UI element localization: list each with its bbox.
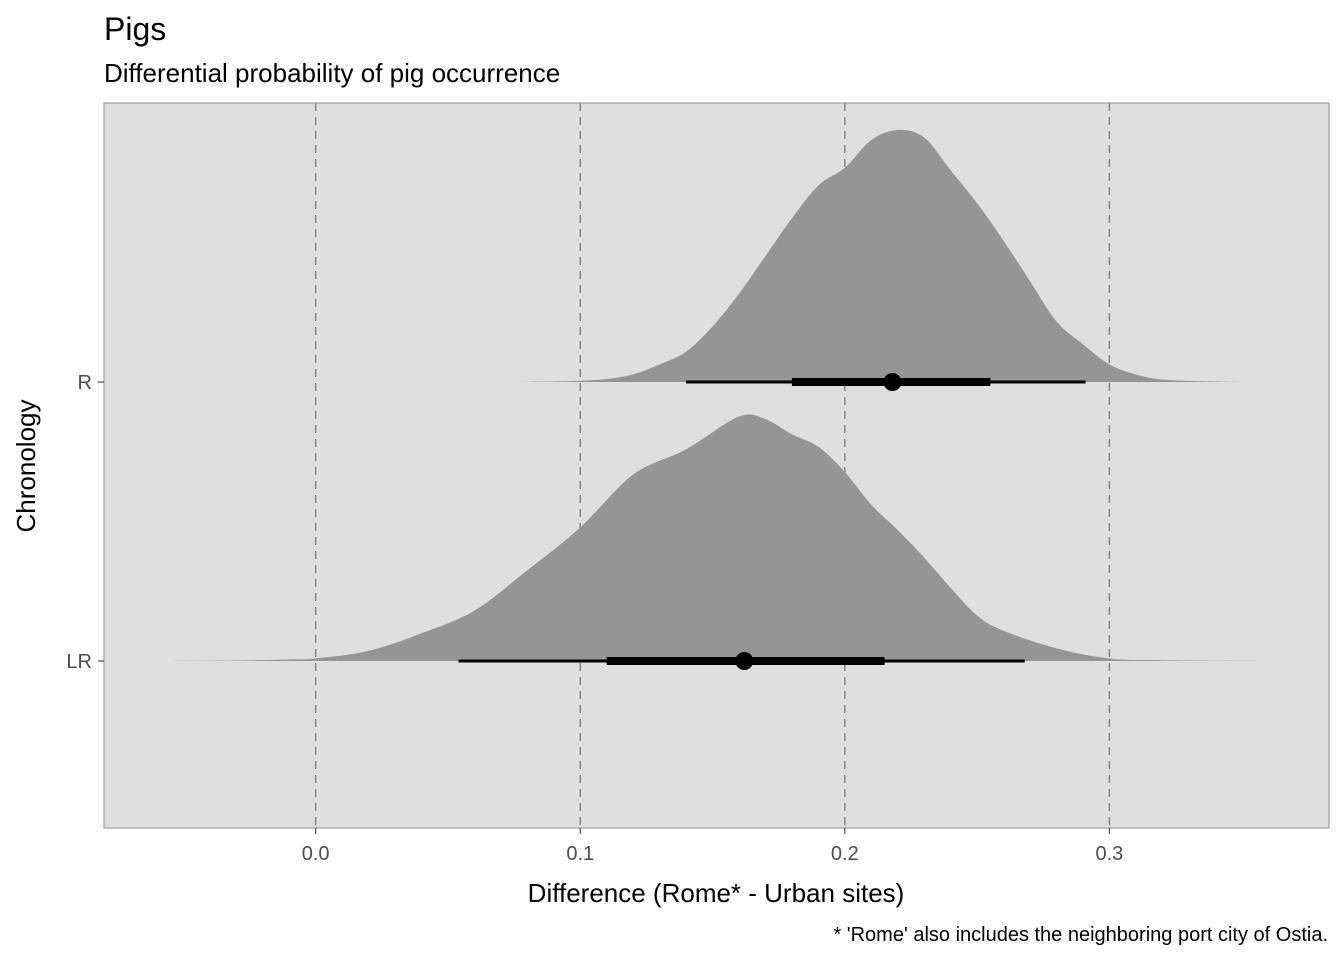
point-estimate-r — [883, 373, 902, 391]
y-axis-title: Chronology — [11, 400, 41, 533]
density-r — [514, 129, 1242, 382]
x-tick-label-0: 0.0 — [302, 843, 330, 865]
x-axis-title: Difference (Rome* - Urban sites) — [528, 878, 905, 908]
y-axis: R LR — [66, 372, 104, 673]
chart-caption: * 'Rome' also includes the neighboring p… — [833, 924, 1328, 946]
chart-title: Pigs — [104, 11, 166, 47]
interval-layer — [458, 373, 1086, 670]
density-layer — [162, 129, 1269, 661]
point-estimate-lr — [735, 652, 754, 670]
x-tick-label-2: 0.2 — [831, 843, 859, 865]
x-tick-label-1: 0.1 — [566, 843, 594, 865]
reference-lines — [314, 103, 1111, 828]
chart-subtitle: Differential probability of pig occurren… — [104, 58, 560, 88]
x-tick-label-3: 0.3 — [1095, 843, 1123, 865]
y-tick-label-lr: LR — [66, 651, 92, 673]
y-tick-label-r: R — [78, 372, 92, 394]
x-axis: 0.0 0.1 0.2 0.3 — [302, 828, 1123, 865]
density-lr — [162, 414, 1269, 661]
